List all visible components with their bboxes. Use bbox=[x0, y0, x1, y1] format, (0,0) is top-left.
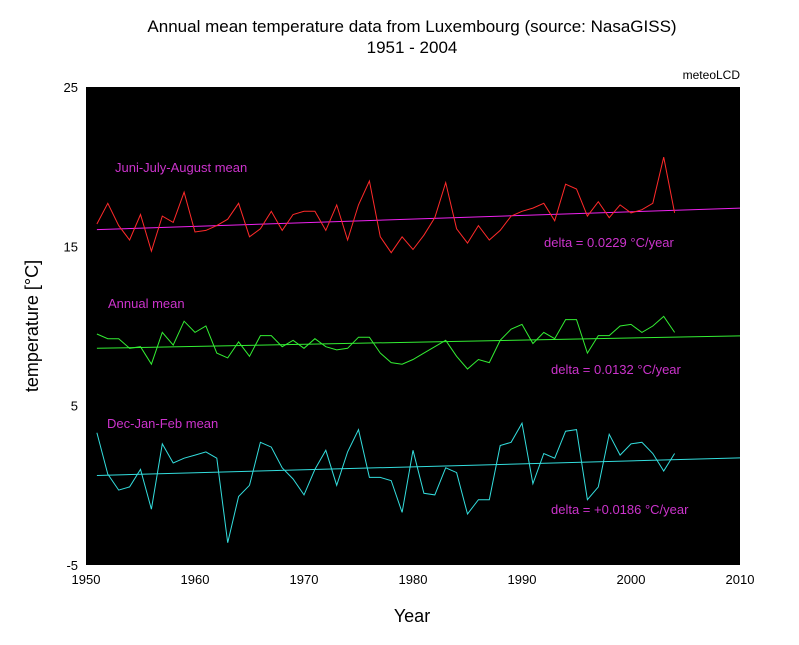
x-axis-label: Year bbox=[394, 606, 430, 626]
plot-area bbox=[86, 87, 740, 565]
x-tick-label: 1980 bbox=[399, 572, 428, 587]
x-tick-label: 1970 bbox=[290, 572, 319, 587]
x-tick-label: 1990 bbox=[508, 572, 537, 587]
chart-subtitle: 1951 - 2004 bbox=[367, 38, 458, 57]
trend-line-2 bbox=[96, 335, 741, 349]
credit-label: meteoLCD bbox=[683, 68, 741, 82]
x-tick-label: 1960 bbox=[181, 572, 210, 587]
trend-lines bbox=[96, 207, 741, 476]
series-line-2 bbox=[96, 315, 676, 370]
x-tick-label: 2010 bbox=[726, 572, 755, 587]
y-tick-label: 5 bbox=[71, 399, 78, 414]
chart-title: Annual mean temperature data from Luxemb… bbox=[147, 17, 676, 36]
djf-series-label: Dec-Jan-Feb mean bbox=[107, 416, 218, 431]
series-line-1 bbox=[96, 156, 676, 254]
jja-series-label: Juni-July-August mean bbox=[115, 160, 247, 175]
y-tick-label: 25 bbox=[64, 80, 78, 95]
x-axis-ticks: 1950 1960 1970 1980 1990 2000 2010 bbox=[72, 572, 755, 587]
y-axis-label: temperature [°C] bbox=[22, 260, 42, 392]
djf-delta-label: delta = +0.0186 °C/year bbox=[551, 502, 689, 517]
series-lines bbox=[96, 156, 676, 543]
y-tick-label: -5 bbox=[66, 558, 78, 573]
trend-line-1 bbox=[96, 207, 741, 231]
x-tick-label: 2000 bbox=[617, 572, 646, 587]
x-tick-label: 1950 bbox=[72, 572, 101, 587]
y-tick-label: 15 bbox=[64, 239, 78, 254]
trend-line-3 bbox=[96, 457, 741, 476]
jja-delta-label: delta = 0.0229 °C/year bbox=[544, 235, 675, 250]
annual-series-label: Annual mean bbox=[108, 296, 185, 311]
y-axis-ticks: 25 15 5 -5 bbox=[64, 80, 78, 573]
annual-delta-label: delta = 0.0132 °C/year bbox=[551, 362, 682, 377]
series-line-3 bbox=[96, 421, 676, 543]
